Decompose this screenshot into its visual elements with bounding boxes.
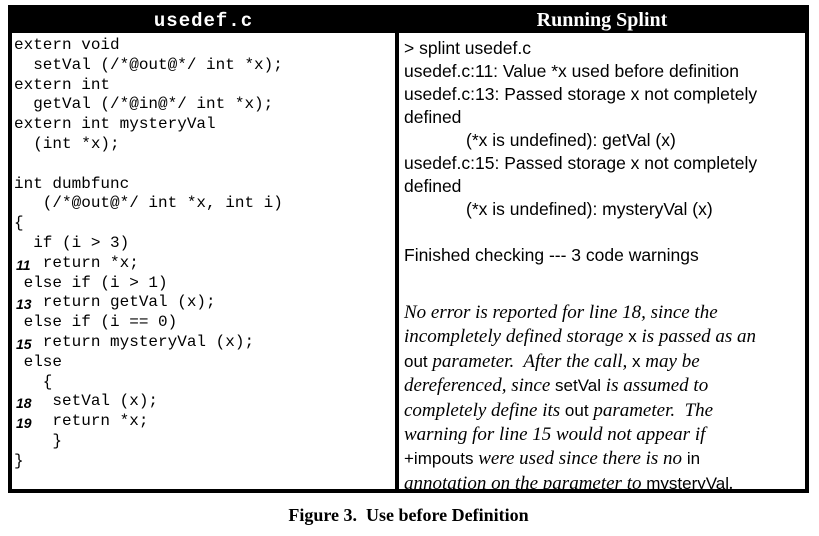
note-text: parameter. The	[588, 399, 714, 421]
output-panel-header: Running Splint	[399, 9, 805, 33]
note-text: is assumed to	[601, 375, 709, 397]
code-text: extern void	[14, 36, 120, 54]
note-text: may be	[640, 350, 700, 372]
code-line: else	[14, 353, 395, 373]
note-line: completely define its out parameter. The	[404, 399, 802, 423]
inline-code: out	[404, 351, 428, 371]
note-line: dereferenced, since setVal is assumed to	[404, 374, 802, 398]
note-line: No error is reported for line 18, since …	[404, 301, 802, 325]
output-line: usedef.c:11: Value *x used before defini…	[404, 61, 739, 81]
figure-caption: Figure 3. Use before Definition	[288, 505, 529, 525]
code-text: return mysteryVal (x);	[14, 332, 255, 351]
code-text: {	[14, 214, 24, 233]
inline-code: mysteryVal	[646, 473, 730, 489]
code-text: setVal (x);	[14, 392, 159, 411]
code-line: }	[14, 452, 395, 472]
figure-table: usedef.c extern void setVal (/*@out@*/ i…	[8, 5, 809, 493]
note-text: were used since there is no	[473, 448, 687, 470]
code-text: else if (i > 1)	[14, 273, 168, 292]
code-line-number: 13	[16, 296, 32, 313]
code-text: (int *x);	[14, 134, 120, 153]
code-line: (int *x);	[14, 135, 395, 155]
code-line: extern void	[14, 36, 395, 56]
code-line: 18 setVal (x);	[14, 392, 395, 412]
note-text: warning for line 15 would not appear if	[404, 424, 706, 446]
code-line: getVal (/*@in@*/ int *x);	[14, 95, 395, 115]
code-text: return getVal (x);	[14, 293, 216, 312]
output-line: (*x is undefined): getVal (x)	[466, 130, 676, 150]
output-line: defined	[404, 107, 462, 127]
note-text: annotation on the parameter to	[404, 472, 647, 489]
note-text: completely define its	[404, 399, 565, 421]
code-text: }	[14, 451, 24, 470]
splint-output: > splint usedef.c usedef.c:11: Value *x u…	[404, 37, 802, 267]
code-text: {	[14, 372, 53, 391]
output-line: defined	[404, 176, 462, 196]
code-line: 13 return getVal (x);	[14, 293, 395, 313]
code-text: }	[14, 431, 63, 450]
output-line: usedef.c:13: Passed storage x not comple…	[404, 84, 758, 104]
inline-code: x	[632, 351, 641, 371]
note-text: incompletely defined storage	[404, 326, 629, 348]
code-text: (/*@out@*/ int *x, int i)	[14, 194, 283, 213]
code-panel-header: usedef.c	[12, 9, 395, 33]
code-line: {	[14, 214, 395, 234]
note-text: dereferenced, since	[404, 375, 556, 397]
output-line: usedef.c:15: Passed storage x not comple…	[404, 153, 758, 173]
code-text: return *x;	[14, 253, 139, 272]
inline-code: +impouts	[404, 449, 474, 469]
code-line: 11 return *x;	[14, 254, 395, 274]
note-line: +impouts were used since there is no in	[404, 447, 802, 471]
code-listing: extern void setVal (/*@out@*/ int *x); ex…	[12, 33, 395, 489]
code-line: else if (i == 0)	[14, 313, 395, 333]
code-line	[14, 155, 395, 175]
note-text: .	[729, 472, 734, 489]
code-panel: usedef.c extern void setVal (/*@out@*/ i…	[12, 9, 399, 489]
inline-code: x	[628, 327, 637, 347]
code-text: else if (i == 0)	[14, 313, 178, 332]
code-line-number: 19	[16, 415, 32, 432]
output-panel: Running Splint > splint usedef.c usedef.c…	[399, 9, 805, 489]
code-text: setVal (/*@out@*/ int *x);	[14, 55, 283, 74]
output-line: Finished checking --- 3 code warnings	[404, 245, 699, 265]
note-text: parameter. After the call,	[427, 350, 633, 372]
code-line: else if (i > 1)	[14, 274, 395, 294]
output-body: > splint usedef.c usedef.c:11: Value *x u…	[399, 33, 805, 489]
code-line: extern int mysteryVal	[14, 115, 395, 135]
code-line-number: 11	[16, 256, 31, 273]
note-line: annotation on the parameter to mysteryVa…	[404, 472, 802, 489]
code-text: extern int mysteryVal	[14, 115, 216, 134]
output-line: (*x is undefined): mysteryVal (x)	[466, 199, 713, 219]
code-line: setVal (/*@out@*/ int *x);	[14, 56, 395, 76]
code-text: return *x;	[14, 412, 149, 431]
commentary-note: No error is reported for line 18, since …	[404, 301, 802, 489]
code-text: else	[14, 352, 63, 371]
code-line: 19 return *x;	[14, 412, 395, 432]
code-line-number: 18	[16, 395, 32, 412]
code-text: getVal (/*@in@*/ int *x);	[14, 95, 274, 114]
code-line: }	[14, 432, 395, 452]
inline-code: in	[686, 449, 701, 469]
code-text	[14, 155, 395, 175]
code-line-number: 15	[16, 335, 32, 352]
code-text: extern int	[14, 75, 111, 94]
note-text: is passed as an	[636, 326, 757, 348]
inline-code: setVal	[555, 376, 602, 396]
output-line: > splint usedef.c	[404, 38, 531, 58]
code-text: int dumbfunc	[14, 174, 130, 193]
inline-code: out	[564, 400, 589, 420]
code-line: (/*@out@*/ int *x, int i)	[14, 194, 395, 214]
code-line: if (i > 3)	[14, 234, 395, 254]
note-line: incompletely defined storage x is passed…	[404, 325, 802, 349]
code-line: {	[14, 373, 395, 393]
code-line: int dumbfunc	[14, 175, 395, 195]
code-line: 15 return mysteryVal (x);	[14, 333, 395, 353]
note-line: warning for line 15 would not appear if	[404, 423, 802, 447]
note-line: out parameter. After the call, x may be	[404, 350, 802, 374]
code-text: if (i > 3)	[14, 233, 130, 252]
code-line: extern int	[14, 76, 395, 96]
output-line	[404, 221, 802, 244]
note-text: No error is reported for line 18, since …	[404, 302, 718, 323]
